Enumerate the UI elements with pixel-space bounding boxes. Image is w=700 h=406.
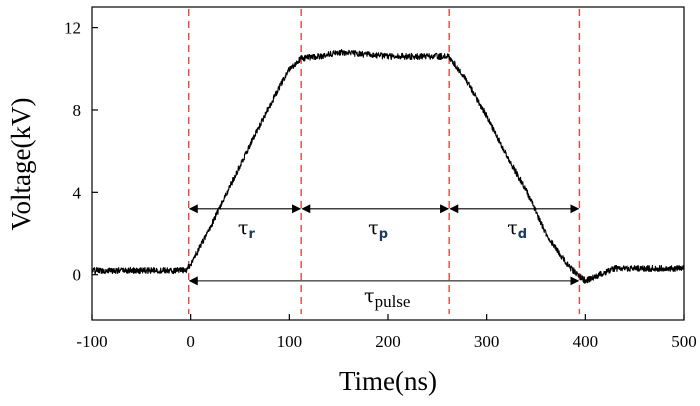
duration-annotations: τr τp τd τpulse bbox=[188, 204, 580, 311]
y-tick-label: 4 bbox=[73, 183, 82, 202]
x-tick-label: -100 bbox=[76, 332, 107, 351]
x-tick-label: 400 bbox=[573, 332, 599, 351]
plot-frame bbox=[91, 6, 685, 321]
tau-label-p: τp bbox=[368, 217, 388, 242]
series-layer bbox=[91, 49, 685, 284]
marker-lines bbox=[187, 9, 581, 314]
x-tick-label: 200 bbox=[375, 332, 401, 351]
series-line-0 bbox=[91, 49, 685, 284]
x-tick-label: 0 bbox=[186, 332, 195, 351]
tau-label-r: τr bbox=[238, 217, 256, 242]
tau-label-pulse: τpulse bbox=[364, 285, 410, 311]
x-tick-label: 300 bbox=[474, 332, 500, 351]
x-axis-title: Time(ns) bbox=[339, 366, 437, 396]
y-axis-title: Voltage(kV) bbox=[6, 98, 36, 231]
y-tick-label: 0 bbox=[73, 266, 82, 285]
x-tick-label: 500 bbox=[671, 332, 697, 351]
y-tick-label: 12 bbox=[64, 19, 81, 38]
ticks: -100 0 100 200 300 400 500 0 4 8 12 bbox=[64, 19, 697, 351]
x-tick-label: 100 bbox=[277, 332, 303, 351]
y-tick-label: 8 bbox=[73, 101, 82, 120]
tau-label-d: τd bbox=[507, 217, 527, 242]
